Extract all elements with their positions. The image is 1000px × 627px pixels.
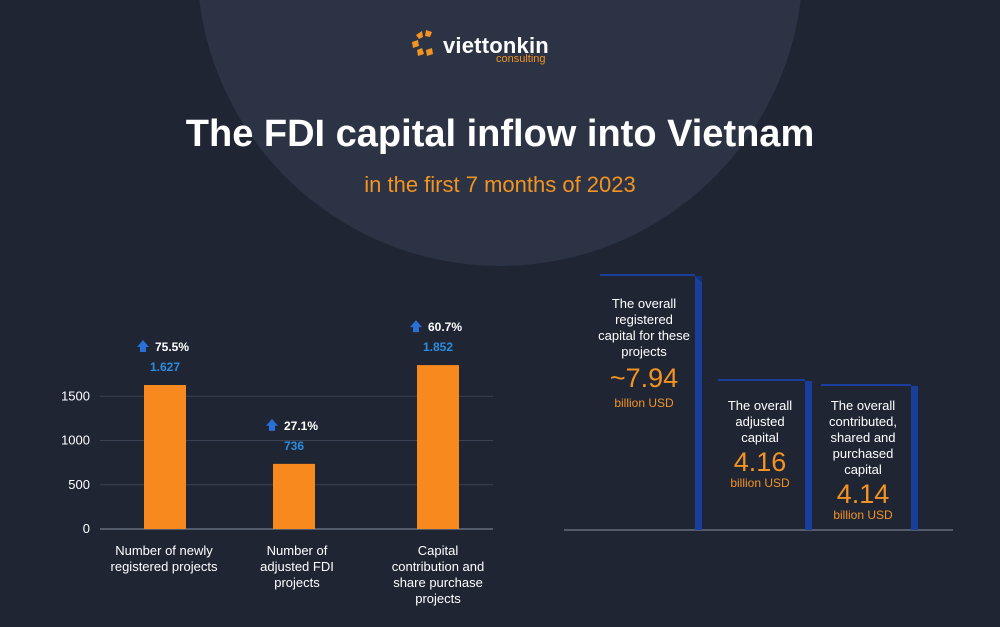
bar-1 [144,385,186,529]
growth-label-3: 60.7% [428,320,462,334]
bar-value-label-3: 1.852 [423,340,453,354]
brand-sub: consulting [496,53,546,65]
brand-logo: viettonkin consulting [410,28,570,68]
brand-name: viettonkin [443,33,549,58]
bar-value-label-1: 1.627 [150,360,180,374]
page-title: The FDI capital inflow into Vietnam [185,113,815,155]
category-label-3: Capital contribution and share purchase … [391,543,485,606]
y-tick-1000: 1000 [61,433,90,448]
y-tick-1500: 1500 [61,388,90,403]
capital-unit-3: billion USD [833,508,893,522]
bar-3 [417,365,459,529]
capital-panel-2-shape [805,381,812,530]
page-subtitle: in the first 7 months of 2023 [364,172,636,197]
growth-label-2: 27.1% [284,419,318,433]
bar-value-label-2: 736 [284,439,304,453]
capital-label-2: The overall adjusted capital [727,398,793,445]
capital-unit-1: billion USD [614,396,674,410]
capital-panel-1-shape [695,276,702,530]
capital-value-1: ~7.94 [609,363,679,393]
capital-panel-3-shape [911,386,918,530]
category-label-2: Number of adjusted FDI projects [260,543,334,590]
capital-label-1: The overall registered capital for these… [598,296,690,359]
growth-arrow-icon-2 [266,418,278,431]
y-tick-500: 500 [68,477,90,492]
logo-mark-icon [412,30,433,56]
growth-arrow-icon-1 [137,340,149,353]
growth-label-1: 75.5% [155,340,189,354]
category-label-1: Number of newly registered projects [110,543,218,574]
capital-label-3: The overall contributed, shared and purc… [829,398,897,477]
capital-unit-2: billion USD [730,476,790,490]
bar-2 [273,463,315,529]
capital-value-3: 4.14 [836,479,890,509]
y-tick-0: 0 [83,521,90,536]
growth-arrow-icon-3 [410,320,422,333]
capital-value-2: 4.16 [733,447,787,477]
